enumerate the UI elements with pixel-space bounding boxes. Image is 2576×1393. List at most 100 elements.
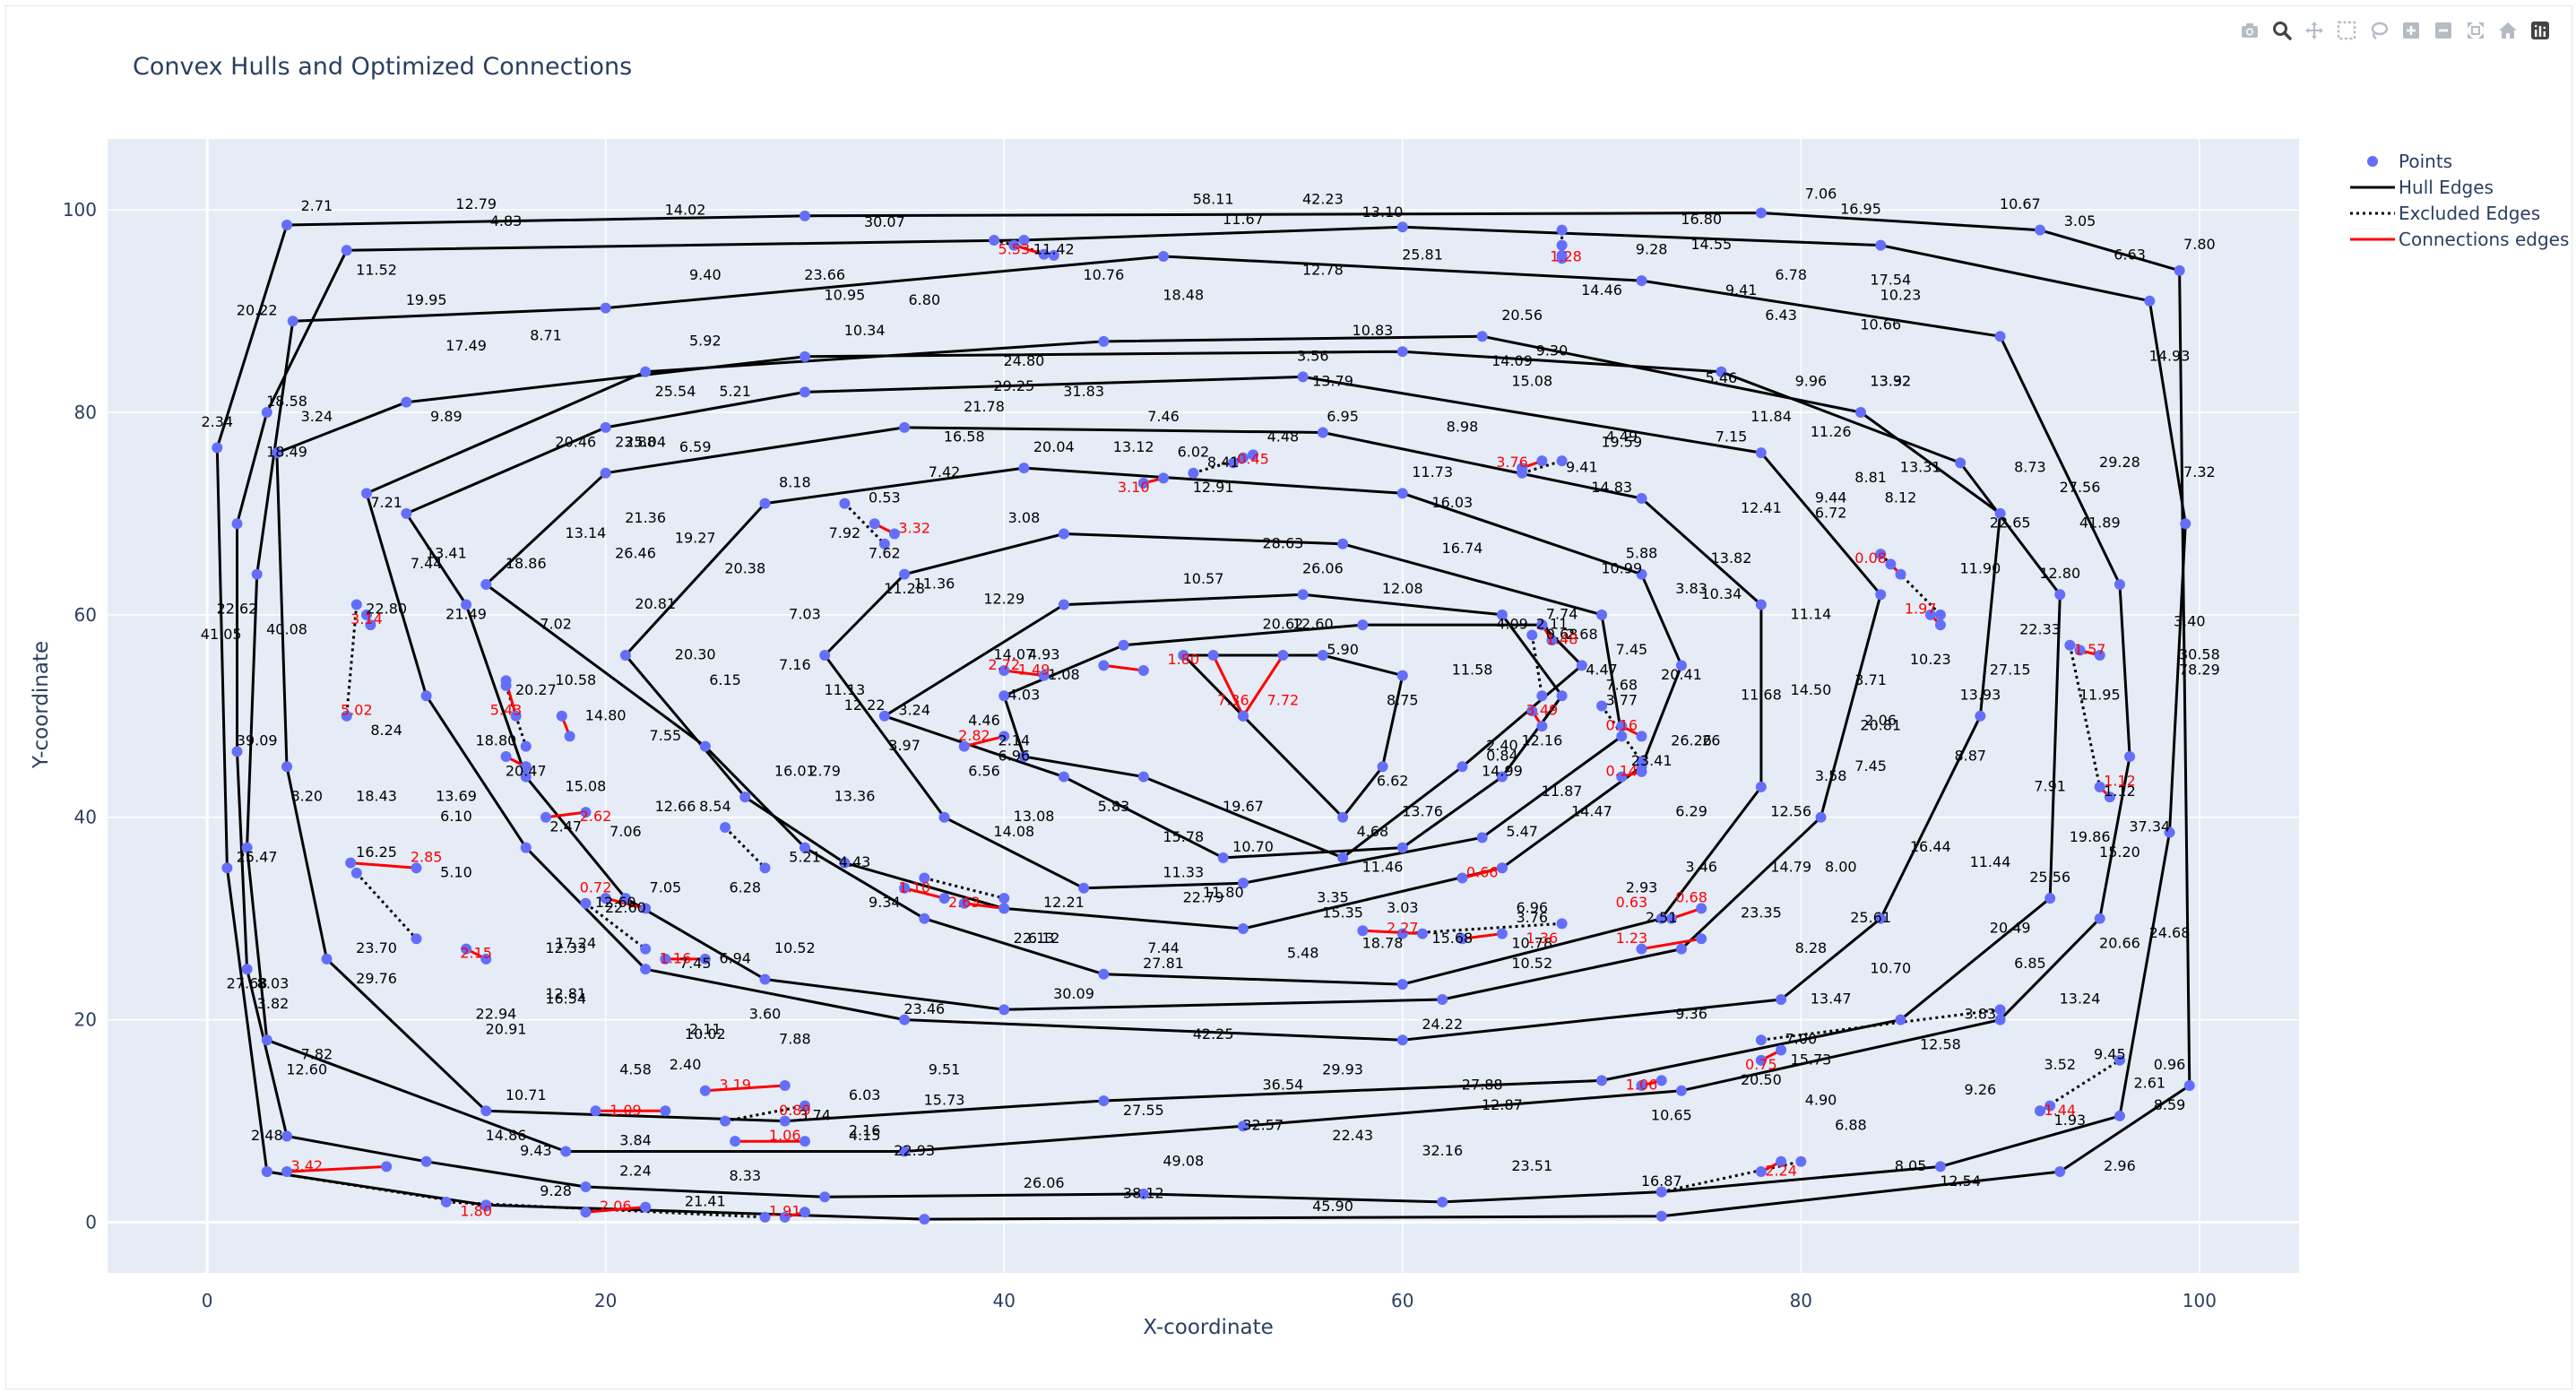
data-point — [520, 771, 532, 783]
excluded-edge — [923, 877, 1005, 900]
data-point — [1137, 478, 1149, 489]
data-point — [1098, 660, 1110, 671]
data-point — [600, 302, 611, 314]
data-point — [1237, 1120, 1249, 1132]
data-point — [1556, 224, 1568, 236]
data-point — [1396, 1034, 1408, 1046]
edge-length-label: 16.03 — [1431, 494, 1473, 511]
data-point — [1396, 221, 1408, 233]
data-point — [938, 811, 950, 823]
connection-edge — [964, 902, 1005, 910]
data-point — [899, 421, 911, 433]
legend-item-connections[interactable]: Connections edges — [2350, 229, 2569, 250]
data-point — [1556, 239, 1568, 251]
edge-length-label: 11.68 — [1741, 687, 1782, 704]
edge-length-label: 5.48 — [1287, 945, 1319, 962]
edge-length-label: 13.32 — [1870, 373, 1911, 390]
edge-length-label: 7.06 — [1805, 186, 1837, 203]
edge-length-label: 22.65 — [1990, 515, 2031, 532]
edge-length-label: 26.26 — [1671, 732, 1712, 749]
edge-length-label: 9.51 — [929, 1061, 961, 1078]
camera-icon[interactable] — [2238, 19, 2261, 42]
plot-area[interactable] — [108, 139, 2299, 1273]
data-point — [1048, 249, 1059, 261]
data-point — [1496, 771, 1508, 783]
data-point — [1776, 994, 1787, 1006]
zoom-icon[interactable] — [2270, 19, 2294, 42]
zoom-in-icon[interactable] — [2399, 19, 2423, 42]
edge-length-label: 12.80 — [2039, 565, 2080, 582]
connection-edge — [1241, 654, 1284, 717]
edge-length-label: 16.80 — [1681, 211, 1722, 228]
data-point — [1396, 488, 1408, 499]
edge-length-label: 24.22 — [1422, 1016, 1463, 1033]
data-point — [1237, 922, 1249, 934]
connection-length-label: 1.80 — [1167, 651, 1199, 668]
data-point — [1755, 781, 1767, 792]
edge-length-label: 3.03 — [1387, 899, 1419, 916]
data-point — [1875, 239, 1887, 251]
edge-length-label: 14.83 — [1591, 479, 1632, 496]
data-point — [381, 1161, 393, 1172]
legend-item-points[interactable]: Points — [2367, 151, 2452, 172]
x-tick-label: 60 — [1391, 1290, 1413, 1311]
edge-length-label: 12.56 — [1770, 803, 1811, 820]
connection-length-label: 1.23 — [1616, 930, 1648, 947]
legend-item-hull-edges[interactable]: Hull Edges — [2350, 177, 2494, 198]
edge-length-label: 4.58 — [619, 1061, 652, 1078]
edge-length-label: 8.24 — [370, 722, 402, 739]
zoom-out-icon[interactable] — [2432, 19, 2455, 42]
edge-length-label: 3.76 — [1516, 909, 1548, 926]
connection-length-label: 1.06 — [1626, 1077, 1658, 1094]
data-point — [1556, 690, 1568, 702]
edge-length-label: 7.42 — [929, 463, 961, 480]
edge-length-label: 5.21 — [719, 383, 751, 400]
excluded-edge — [1521, 459, 1563, 475]
edge-length-label: 5.46 — [1706, 369, 1738, 386]
edge-length-label: 29.25 — [993, 377, 1034, 394]
edge-length-label: 4.03 — [1008, 687, 1041, 704]
x-tick-label: 40 — [993, 1290, 1016, 1311]
lasso-select-icon[interactable] — [2367, 19, 2390, 42]
legend-excluded-label: Excluded Edges — [2399, 203, 2540, 224]
data-point — [1994, 1014, 2006, 1025]
data-point — [998, 731, 1010, 742]
data-point — [1994, 507, 2006, 519]
edge-length-label: 27.68 — [227, 975, 268, 992]
data-point — [1616, 721, 1628, 732]
edge-length-label: 0.68 — [1546, 626, 1578, 643]
pan-icon[interactable] — [2303, 19, 2326, 42]
edge-length-label: 25.54 — [655, 383, 696, 400]
data-point — [888, 528, 900, 540]
data-point — [1496, 609, 1508, 620]
connection-edge — [1462, 932, 1503, 940]
connection-length-label: 1.44 — [2044, 1102, 2076, 1119]
connection-length-label: 2.63 — [948, 894, 981, 911]
plotly-logo-icon[interactable] — [2528, 19, 2552, 42]
edge-length-label: 31.83 — [1063, 383, 1104, 400]
edge-length-label: 4.15 — [849, 1127, 881, 1144]
connection-length-label: 3.10 — [1118, 479, 1150, 496]
edge-length-label: 15.78 — [1163, 828, 1204, 845]
edge-length-label: 12.21 — [1043, 894, 1085, 911]
edge-length-label: 21.49 — [445, 605, 487, 622]
edge-length-label: 1.12 — [2104, 783, 2136, 800]
connection-length-label: 1.12 — [2104, 773, 2136, 790]
edge-length-label: 2.40 — [670, 1056, 702, 1073]
data-point — [899, 1146, 911, 1157]
edge-length-label: 25.81 — [1402, 246, 1443, 263]
data-point — [1536, 721, 1548, 732]
edge-length-label: 9.28 — [1636, 241, 1668, 258]
legend-item-excluded-edges[interactable]: Excluded Edges — [2350, 203, 2540, 224]
edge-length-label: 58.11 — [1193, 190, 1234, 207]
box-select-icon[interactable] — [2335, 19, 2358, 42]
connection-length-label: 2.62 — [580, 808, 612, 825]
autoscale-icon[interactable] — [2464, 19, 2487, 42]
data-point — [2144, 295, 2156, 307]
data-point — [1556, 918, 1568, 930]
excluded-edge — [1530, 635, 1543, 696]
data-point — [1476, 832, 1488, 844]
legend[interactable]: Points Hull Edges Excluded Edges Connect… — [2339, 138, 2569, 262]
reset-axes-icon[interactable] — [2496, 19, 2520, 42]
edge-length-label: 6.43 — [1765, 307, 1797, 324]
